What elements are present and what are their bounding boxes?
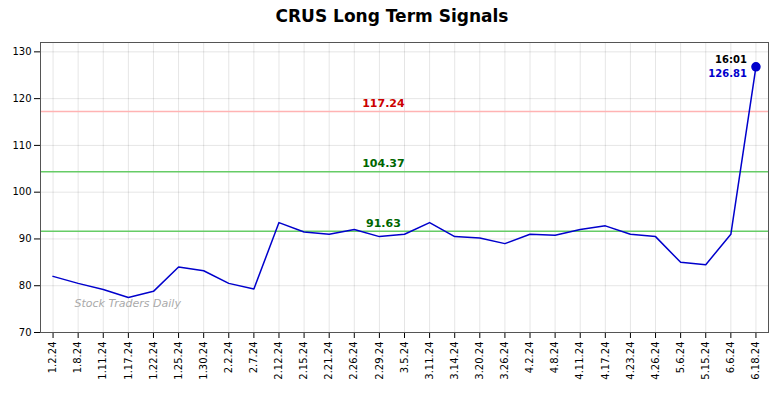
svg-text:5.15.24: 5.15.24 [700, 342, 711, 380]
svg-text:80: 80 [19, 280, 32, 291]
svg-text:3.20.24: 3.20.24 [474, 342, 485, 380]
svg-text:3.14.24: 3.14.24 [449, 342, 460, 380]
svg-text:2.2.24: 2.2.24 [223, 342, 234, 374]
svg-text:120: 120 [12, 93, 31, 104]
svg-text:4.26.24: 4.26.24 [650, 342, 661, 380]
svg-text:100: 100 [12, 186, 31, 197]
svg-text:1.2.24: 1.2.24 [47, 342, 58, 374]
svg-text:4.17.24: 4.17.24 [600, 342, 611, 380]
svg-text:Stock Traders Daily: Stock Traders Daily [75, 297, 182, 310]
svg-text:2.12.24: 2.12.24 [273, 342, 284, 380]
svg-text:5.6.24: 5.6.24 [675, 342, 686, 374]
svg-text:2.26.24: 2.26.24 [348, 342, 359, 380]
svg-text:1.30.24: 1.30.24 [198, 342, 209, 380]
svg-text:1.11.24: 1.11.24 [97, 342, 108, 380]
svg-text:110: 110 [12, 140, 31, 151]
svg-text:130: 130 [12, 46, 31, 57]
html-text:CRUS Long Term Signals: CRUS Long Term Signals [275, 6, 509, 26]
svg-text:1.17.24: 1.17.24 [123, 342, 134, 380]
svg-text:1.25.24: 1.25.24 [173, 342, 184, 380]
svg-text:3.26.24: 3.26.24 [499, 342, 510, 380]
svg-text:2.21.24: 2.21.24 [323, 342, 334, 380]
svg-text:104.37: 104.37 [362, 157, 404, 170]
svg-text:70: 70 [19, 327, 32, 338]
svg-text:90: 90 [19, 233, 32, 244]
svg-text:4.11.24: 4.11.24 [574, 342, 585, 380]
svg-text:4.23.24: 4.23.24 [625, 342, 636, 380]
svg-text:1.22.24: 1.22.24 [148, 342, 159, 380]
svg-text:2.29.24: 2.29.24 [374, 342, 385, 380]
svg-text:6.6.24: 6.6.24 [725, 342, 736, 374]
svg-text:117.24: 117.24 [362, 97, 405, 110]
svg-text:4.2.24: 4.2.24 [524, 342, 535, 374]
svg-text:1.8.24: 1.8.24 [72, 342, 83, 374]
svg-text:2.7.24: 2.7.24 [248, 342, 259, 374]
svg-text:3.5.24: 3.5.24 [399, 342, 410, 374]
svg-text:2.15.24: 2.15.24 [298, 342, 309, 380]
svg-text:16:01: 16:01 [715, 54, 747, 65]
svg-text:4.8.24: 4.8.24 [549, 342, 560, 374]
svg-text:3.11.24: 3.11.24 [424, 342, 435, 380]
svg-text:91.63: 91.63 [366, 217, 401, 230]
svg-text:6.18.24: 6.18.24 [750, 342, 761, 380]
svg-text:126.81: 126.81 [708, 68, 747, 79]
